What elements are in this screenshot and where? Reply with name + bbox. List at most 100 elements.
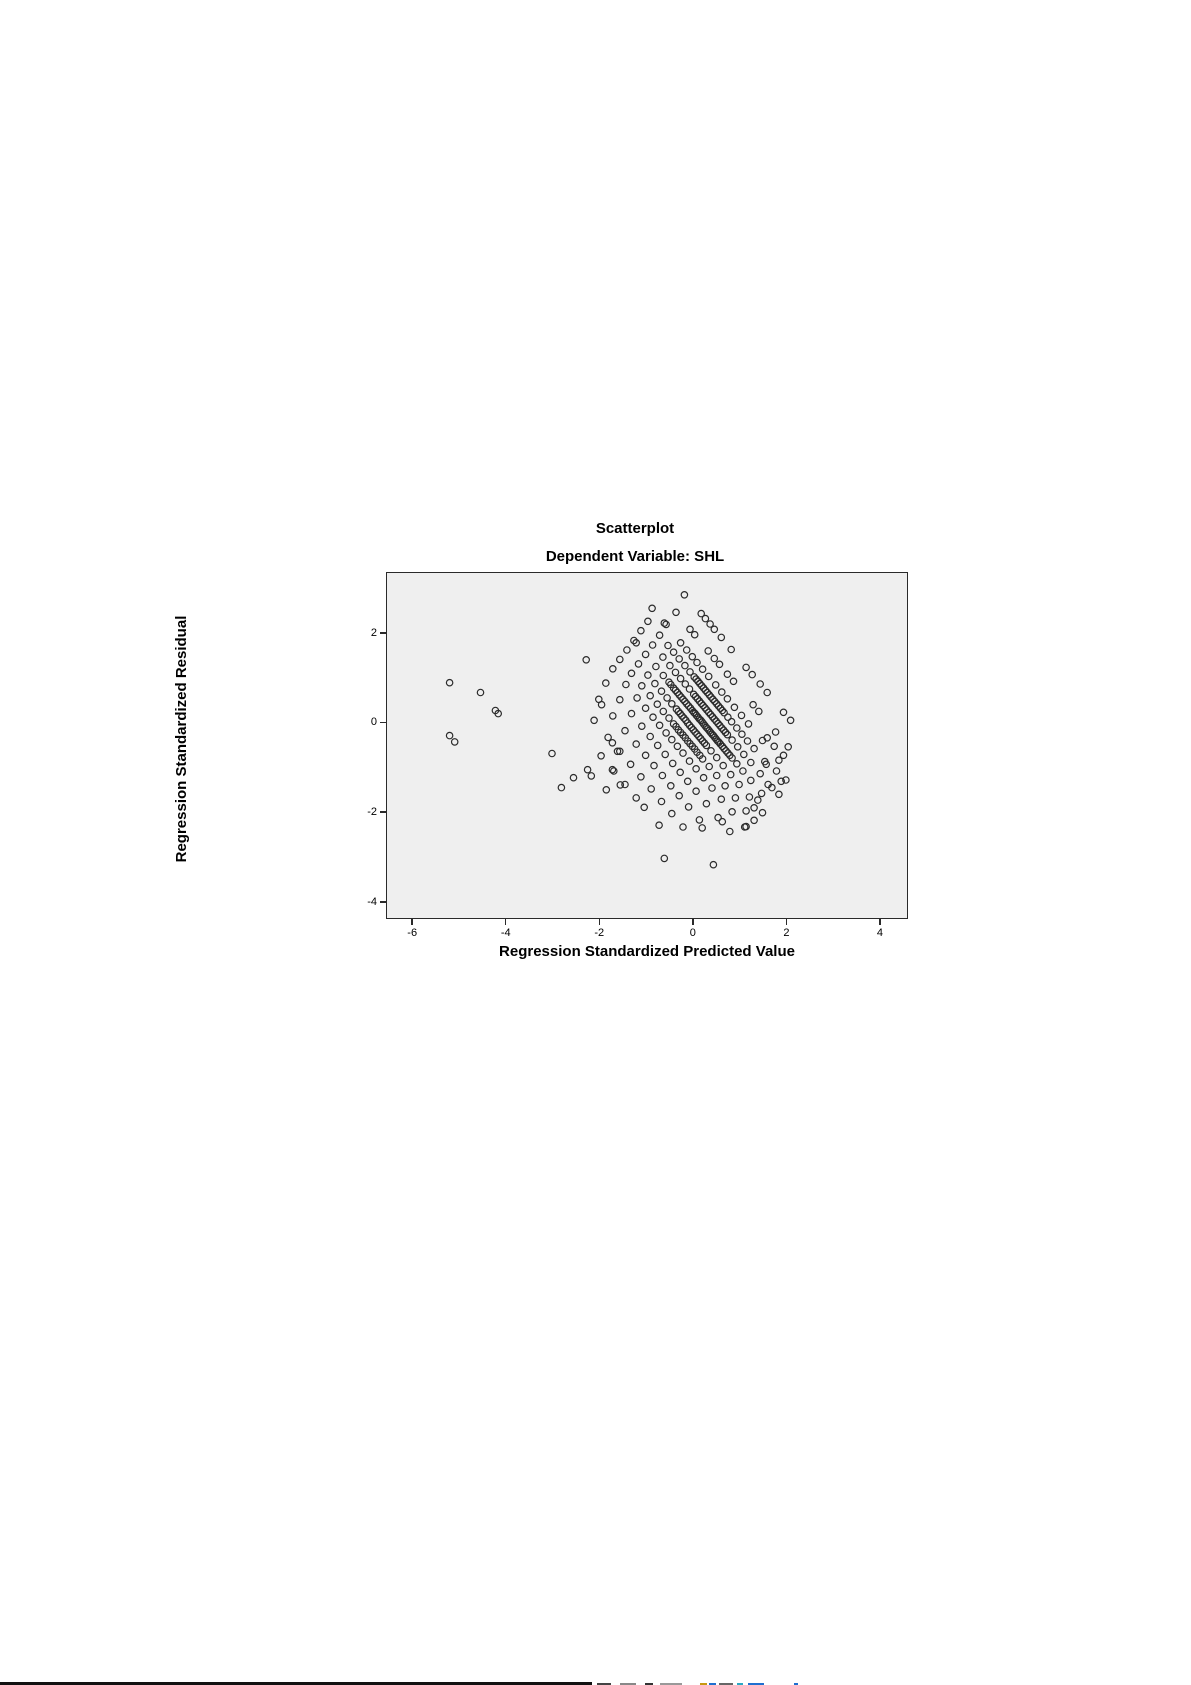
data-point — [693, 730, 701, 739]
footer-text-fragment — [794, 1683, 798, 1685]
data-point — [681, 680, 690, 688]
data-point — [683, 719, 692, 727]
data-point — [597, 752, 605, 760]
data-point — [675, 791, 684, 800]
data-point — [673, 688, 682, 697]
data-point — [699, 684, 708, 692]
data-point — [590, 716, 598, 725]
y-tick-label: 2 — [370, 626, 377, 639]
x-axis-title: Regression Standardized Predicted Value — [499, 943, 795, 960]
data-point — [623, 646, 631, 654]
data-point — [756, 769, 765, 778]
data-point — [637, 626, 645, 635]
data-point — [738, 730, 746, 739]
data-point — [679, 695, 687, 704]
data-point — [742, 663, 750, 672]
data-point — [758, 808, 767, 817]
data-point — [698, 824, 707, 832]
data-point — [693, 695, 702, 703]
data-point — [732, 724, 741, 732]
data-point — [687, 723, 696, 732]
data-point — [675, 655, 684, 663]
data-point — [587, 772, 596, 780]
x-tick-label: -4 — [500, 927, 511, 939]
data-point — [669, 684, 678, 692]
data-point — [653, 700, 662, 709]
data-point — [699, 773, 708, 782]
data-point — [714, 719, 722, 728]
data-point — [690, 673, 699, 681]
data-point — [671, 668, 680, 677]
data-point — [708, 784, 716, 792]
data-point — [569, 773, 578, 782]
data-point — [750, 804, 758, 812]
data-point — [692, 765, 700, 773]
scatter-canvas — [445, 590, 795, 869]
data-point — [684, 803, 693, 811]
data-point — [689, 690, 698, 699]
x-tick-mark — [692, 919, 694, 925]
data-point — [709, 860, 718, 869]
data-point — [723, 670, 732, 679]
data-point — [688, 652, 697, 661]
data-point — [655, 721, 664, 730]
data-point — [719, 726, 728, 735]
data-point — [679, 749, 687, 757]
data-point — [608, 739, 617, 747]
y-tick-label: 0 — [370, 716, 377, 729]
data-point — [604, 733, 612, 742]
data-point — [728, 808, 736, 816]
data-point — [669, 648, 678, 657]
data-point — [633, 694, 641, 702]
data-point — [746, 776, 755, 785]
footer-text-fragment — [700, 1683, 707, 1685]
data-point — [763, 734, 772, 742]
data-point — [638, 682, 646, 690]
data-point — [701, 686, 710, 695]
data-point — [762, 760, 771, 769]
data-point — [746, 758, 755, 767]
data-point — [723, 695, 732, 703]
data-point — [775, 790, 783, 799]
footer-text-fragment — [709, 1683, 716, 1685]
data-point — [742, 822, 750, 831]
data-point — [702, 741, 711, 750]
data-point — [684, 702, 693, 710]
data-point — [621, 726, 629, 735]
plot-area — [386, 572, 908, 919]
data-point — [717, 688, 726, 696]
data-point — [771, 728, 780, 736]
data-point — [668, 759, 677, 768]
data-point — [756, 680, 765, 688]
data-point — [748, 670, 757, 679]
data-point — [666, 661, 674, 670]
x-tick-label: 2 — [783, 927, 790, 939]
data-point — [648, 604, 656, 613]
data-point — [661, 750, 670, 759]
data-point — [660, 854, 669, 863]
data-point — [711, 681, 720, 689]
data-point — [704, 672, 713, 681]
data-point — [613, 747, 622, 756]
data-point — [710, 625, 719, 634]
data-point — [707, 693, 715, 701]
data-point — [610, 767, 618, 775]
data-point — [743, 737, 752, 745]
data-point — [705, 691, 714, 699]
data-point — [712, 753, 721, 762]
data-point — [702, 706, 711, 714]
data-point — [722, 747, 730, 755]
data-point — [655, 821, 663, 830]
data-point — [445, 731, 454, 740]
data-point — [657, 797, 666, 806]
data-point — [681, 661, 689, 670]
data-point — [640, 803, 649, 812]
data-point — [706, 620, 714, 628]
data-point — [706, 710, 715, 719]
data-point — [682, 700, 691, 708]
data-point — [719, 761, 728, 770]
data-point — [712, 717, 721, 726]
data-point — [597, 700, 606, 709]
data-point — [731, 794, 740, 802]
